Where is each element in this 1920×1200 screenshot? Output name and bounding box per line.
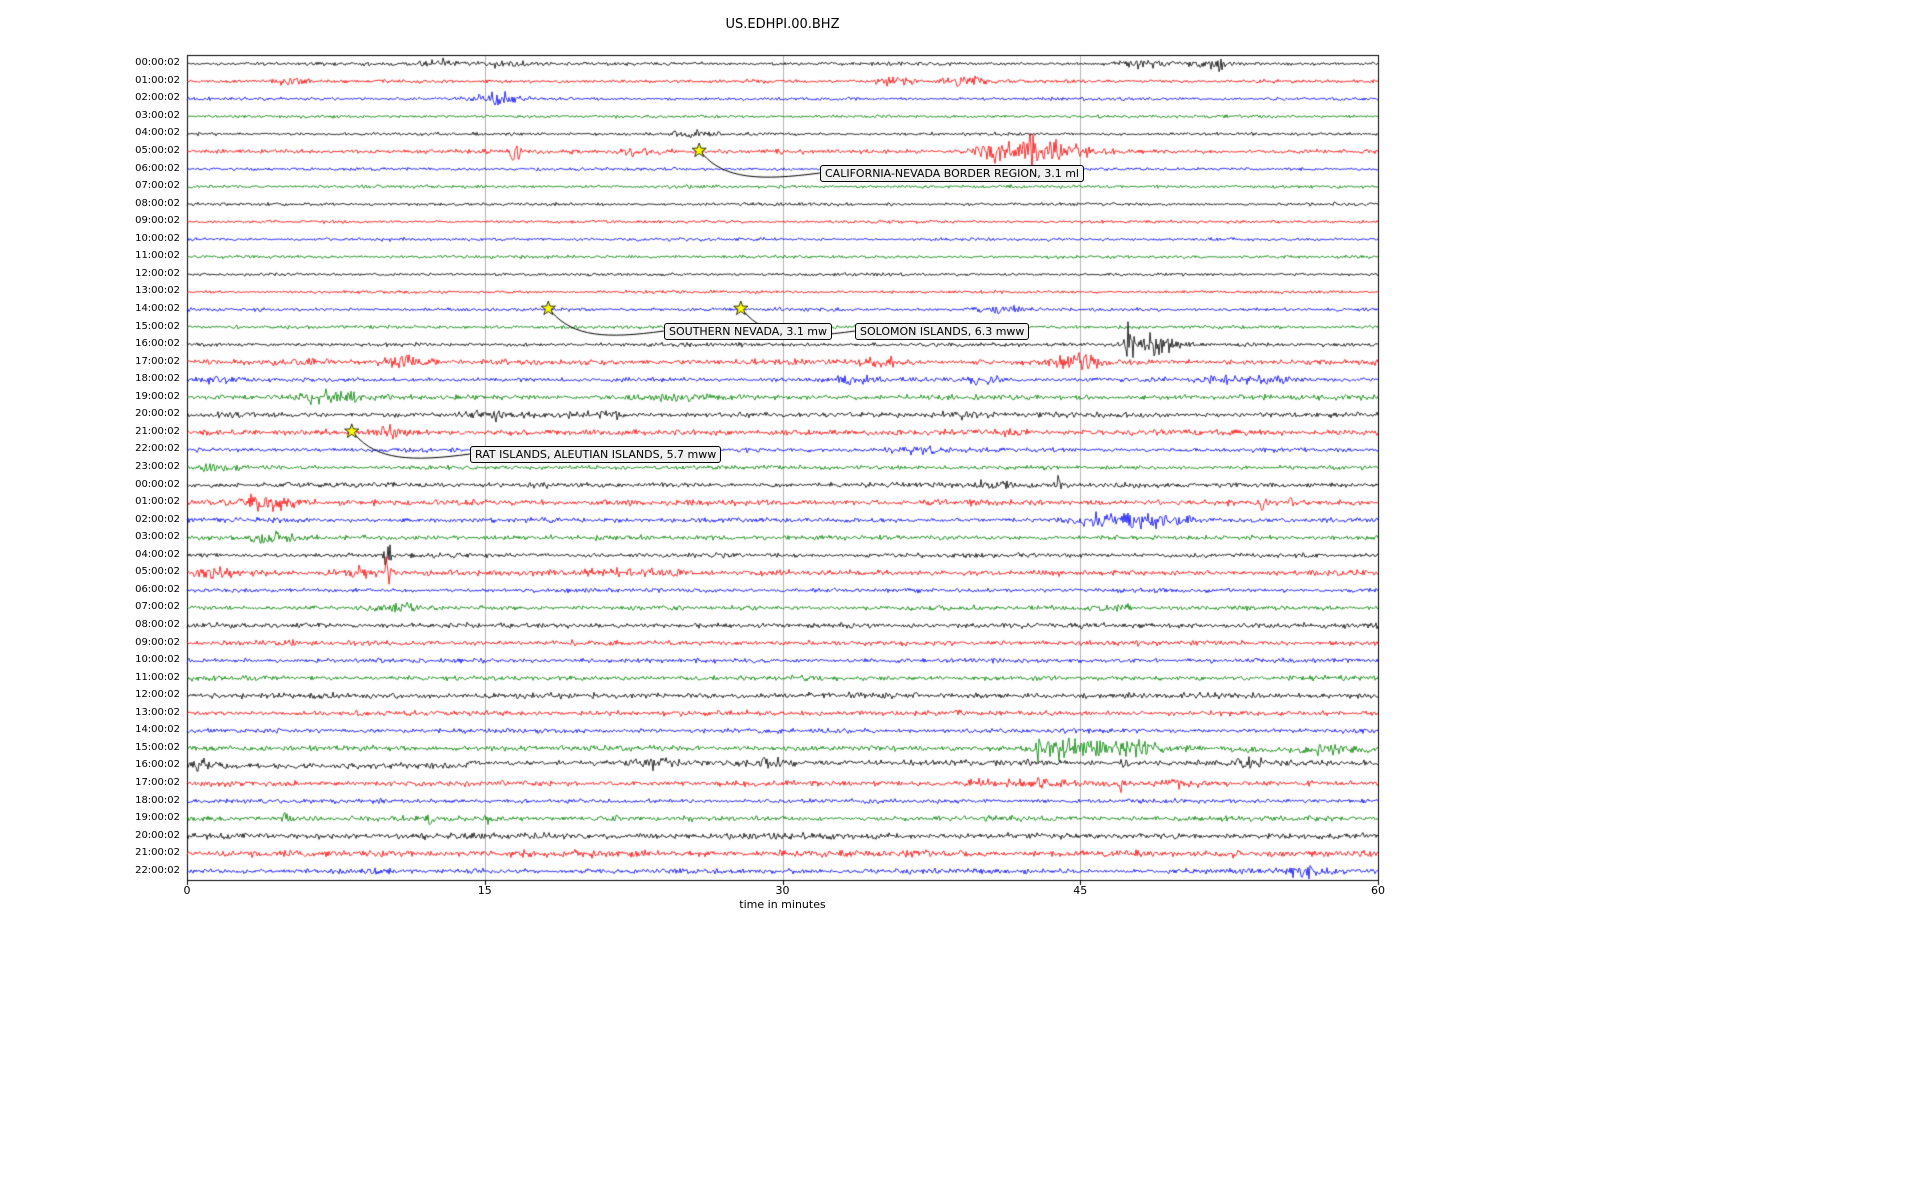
x-tick-label: 15	[477, 884, 492, 897]
row-time-label: 17:00:02	[135, 776, 180, 788]
event-annotation: RAT ISLANDS, ALEUTIAN ISLANDS, 5.7 mww	[470, 446, 722, 463]
x-axis-label: time in minutes	[739, 898, 826, 911]
row-time-label: 00:00:02	[135, 57, 180, 69]
row-time-label: 12:00:02	[135, 689, 180, 701]
event-annotation: SOUTHERN NEVADA, 3.1 mw	[664, 323, 833, 340]
x-tick-label: 45	[1073, 884, 1088, 897]
event-annotation: CALIFORNIA-NEVADA BORDER REGION, 3.1 ml	[820, 165, 1084, 182]
row-time-label: 10:00:02	[135, 232, 180, 244]
row-time-label: 14:00:02	[135, 724, 180, 736]
row-time-label: 19:00:02	[135, 390, 180, 402]
row-time-label: 23:00:02	[135, 461, 180, 472]
chart-title: US.EDHPI.00.BHZ	[725, 17, 840, 32]
row-time-label: 20:00:02	[135, 408, 180, 420]
x-tick-label: 30	[775, 884, 790, 897]
row-time-label: 19:00:02	[135, 812, 180, 824]
row-time-label: 00:00:02	[135, 478, 180, 490]
row-time-label: 10:00:02	[135, 654, 180, 666]
row-time-label: 07:00:02	[135, 180, 180, 192]
row-time-label: 09:00:02	[135, 215, 180, 227]
row-time-label: 06:00:02	[135, 583, 180, 595]
row-time-label: 16:00:02	[135, 338, 180, 350]
row-time-label: 08:00:02	[135, 618, 180, 630]
row-time-label: 18:00:02	[135, 373, 180, 385]
row-time-label: 14:00:02	[135, 303, 180, 315]
row-time-label: 21:00:02	[135, 847, 180, 859]
row-time-label: 17:00:02	[135, 355, 180, 367]
row-time-label: 13:00:02	[135, 706, 180, 718]
row-time-label: 22:00:02	[135, 864, 180, 876]
row-time-label: 02:00:02	[135, 513, 180, 525]
row-time-label: 16:00:02	[135, 759, 180, 771]
row-time-label: 15:00:02	[135, 741, 180, 753]
row-time-label: 01:00:02	[135, 496, 180, 508]
row-time-label: 11:00:02	[135, 671, 180, 683]
row-time-label: 05:00:02	[135, 145, 180, 157]
row-time-label: 07:00:02	[135, 601, 180, 613]
event-annotation: SOLOMON ISLANDS, 6.3 mww	[855, 323, 1030, 340]
row-time-label: 21:00:02	[135, 425, 180, 437]
row-time-label: 03:00:02	[135, 109, 180, 121]
row-time-label: 04:00:02	[135, 548, 180, 560]
row-time-label: 20:00:02	[135, 829, 180, 841]
row-time-label: 18:00:02	[135, 794, 180, 806]
row-time-label: 12:00:02	[135, 267, 180, 279]
row-time-label: 11:00:02	[135, 250, 180, 262]
row-time-label: 04:00:02	[135, 127, 180, 139]
x-tick-label: 60	[1371, 884, 1385, 897]
row-time-label: 15:00:02	[135, 320, 180, 332]
row-time-label: 13:00:02	[135, 285, 180, 297]
x-tick-label: 0	[183, 884, 191, 897]
row-time-label: 01:00:02	[135, 74, 180, 86]
row-time-label: 09:00:02	[135, 636, 180, 648]
row-time-label: 02:00:02	[135, 92, 180, 104]
row-time-label: 08:00:02	[135, 197, 180, 209]
row-time-label: 22:00:02	[135, 443, 180, 455]
row-time-label: 03:00:02	[135, 531, 180, 543]
row-time-label: 06:00:02	[135, 162, 180, 174]
row-time-label: 05:00:02	[135, 566, 180, 578]
